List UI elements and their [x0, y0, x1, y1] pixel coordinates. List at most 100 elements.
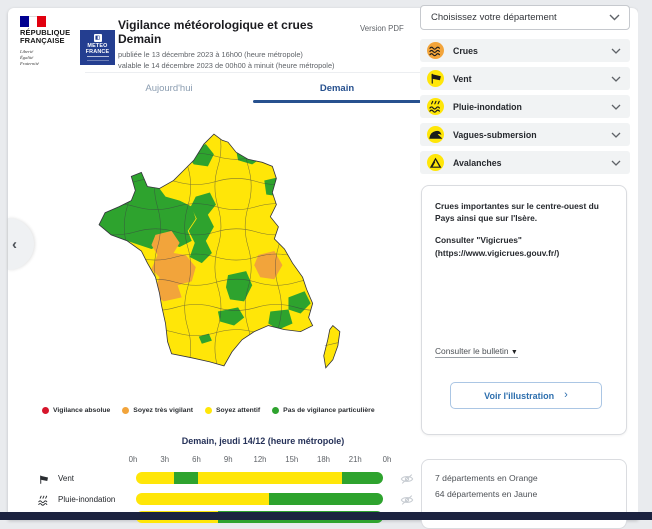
hour-tick-label: 3h [160, 455, 170, 464]
map-green-center-chain [188, 192, 216, 264]
bulletin-text: Crues importantes sur le centre-ouest du… [435, 201, 599, 224]
map-orange-west-cluster [151, 230, 196, 302]
bar-segment [197, 472, 343, 484]
france-outline [98, 133, 314, 367]
meteo-france-logo: ◧ METEO FRANCE [80, 30, 115, 65]
hazard-row-crues[interactable]: Crues [420, 39, 630, 62]
page-gutter [638, 0, 652, 520]
republique-line1: RÉPUBLIQUE [20, 28, 71, 37]
wave-icon [427, 126, 444, 143]
bar-segment [269, 493, 383, 505]
department-select[interactable]: Choisissez votre département [420, 5, 630, 30]
timeline-hours: 0h 3h 6h 9h 12h 15h 18h 21h 0h [124, 455, 396, 464]
rain-flood-icon [38, 493, 49, 511]
version-pdf-link[interactable]: Version PDF [360, 24, 404, 33]
rain-flood-icon [427, 98, 444, 115]
legend-dot [42, 407, 49, 414]
vigilance-legend: Vigilance absolue Soyez très vigilant Soye… [42, 407, 412, 414]
hazard-label: Vagues-submersion [453, 129, 537, 140]
hazard-row-vagues-submersion[interactable]: Vagues-submersion [420, 123, 630, 146]
bulletin-vigicrues-text: Consulter "Vigicrues" (https://www.vigic… [435, 235, 560, 258]
legend-label: Soyez très vigilant [133, 407, 193, 414]
legend-item: Soyez attentif [204, 407, 261, 414]
timeline-row-vent: Vent [8, 472, 652, 485]
chevron-down-icon [611, 48, 621, 54]
legend-item: Soyez très vigilant [122, 407, 193, 414]
hazard-label: Pluie-inondation [453, 101, 522, 112]
legend-dot [204, 407, 212, 414]
department-select-placeholder: Choisissez votre département [431, 12, 557, 23]
chevron-right-icon: › [564, 389, 568, 401]
hour-tick-label: 6h [192, 455, 201, 464]
motto-egalite: Égalité [20, 54, 34, 60]
hour-tick-label: 12h [253, 455, 267, 464]
hazard-row-avalanches[interactable]: Avalanches [420, 151, 630, 174]
consult-bulletin-link[interactable]: Consulter le bulletin ▼ [435, 346, 518, 358]
hour-tick-label: 21h [348, 455, 362, 464]
tab-demain[interactable]: Demain [253, 73, 421, 103]
timeline-row-pluie-inondation: Pluie-inondation [8, 493, 652, 506]
timeline-row-label: Pluie-inondation [58, 495, 116, 504]
hazard-row-vent[interactable]: Vent [420, 67, 630, 90]
waves-icon [427, 42, 444, 59]
legend-dot [122, 407, 130, 414]
legend-label: Vigilance absolue [53, 407, 111, 414]
legend-dot [272, 407, 280, 414]
vigilance-bar [136, 493, 383, 505]
map-green-south-small [198, 333, 212, 344]
map-green-east-small [285, 211, 296, 221]
map-green-center-south [226, 271, 253, 302]
timeline-row-label: Vent [58, 474, 75, 483]
windsock-icon [427, 70, 444, 87]
timeline-title: Demain, jeudi 14/12 (heure métropole) [181, 436, 345, 446]
tab-aujourdhui[interactable]: Aujourd'hui [145, 82, 193, 94]
footer-strip [0, 512, 652, 520]
bar-segment [136, 493, 270, 505]
legend-label: Soyez attentif [215, 407, 261, 414]
chevron-left-icon: ‹ [12, 235, 17, 253]
caret-down-icon: ▼ [510, 349, 518, 356]
hazard-row-pluie-inondation[interactable]: Pluie-inondation [420, 95, 630, 118]
voir-illustration-button[interactable]: Voir l'illustration › [450, 382, 602, 409]
legend-item: Vigilance absolue [42, 407, 110, 414]
mf-line1: METEO [87, 42, 108, 49]
french-flag-icon [20, 16, 46, 27]
hazard-list: Crues Vent Pluie-inondation Vagues-submersi… [420, 39, 630, 179]
hour-tick-label: 0h [128, 455, 138, 464]
chevron-down-icon [609, 14, 620, 21]
hazard-label: Crues [453, 45, 478, 56]
avalanche-icon [427, 154, 444, 171]
france-vigilance-map[interactable] [95, 126, 357, 378]
bulletin-card: Crues importantes sur le centre-ouest du… [421, 185, 627, 435]
map-green-south [217, 307, 245, 326]
meteo-france-icon: ◧ [93, 33, 102, 42]
corsica [323, 324, 341, 369]
publication-dates: publiée le 13 décembre 2023 à 16h00 (heu… [118, 50, 335, 71]
motto-fraternite: Fraternité [20, 61, 39, 67]
day-tabs: Aujourd'hui Demain [85, 72, 421, 103]
mf-line2: FRANCE [85, 49, 110, 55]
page-title: Vigilance météorologique et crues Demain [118, 18, 314, 47]
hour-tick-label: 18h [316, 455, 330, 464]
windsock-icon [38, 472, 49, 490]
chevron-down-icon [611, 160, 621, 166]
republique-line2: FRANÇAISE [20, 36, 65, 46]
bar-segment [136, 472, 175, 484]
jaune-count: 64 départements en Jaune [435, 489, 538, 500]
eye-off-icon[interactable] [400, 472, 414, 490]
chevron-down-icon [611, 132, 621, 138]
map-green-northwest [99, 172, 196, 249]
bar-segment [342, 472, 383, 484]
bar-segment [174, 472, 198, 484]
chevron-down-icon [611, 104, 621, 110]
hour-tick-label: 15h [285, 455, 299, 464]
chevron-down-icon [611, 76, 621, 82]
hazard-label: Avalanches [453, 157, 502, 168]
legend-item: Pas de vigilance particulière [272, 407, 375, 414]
legend-label: Pas de vigilance particulière [283, 407, 375, 414]
map-green-alps-north [288, 291, 311, 314]
vigilance-bar [136, 472, 383, 484]
republique-francaise-logo: RÉPUBLIQUE FRANÇAISE Liberté Égalité Fra… [20, 16, 78, 67]
eye-off-icon[interactable] [400, 493, 414, 511]
motto-liberte: Liberté [20, 48, 34, 54]
